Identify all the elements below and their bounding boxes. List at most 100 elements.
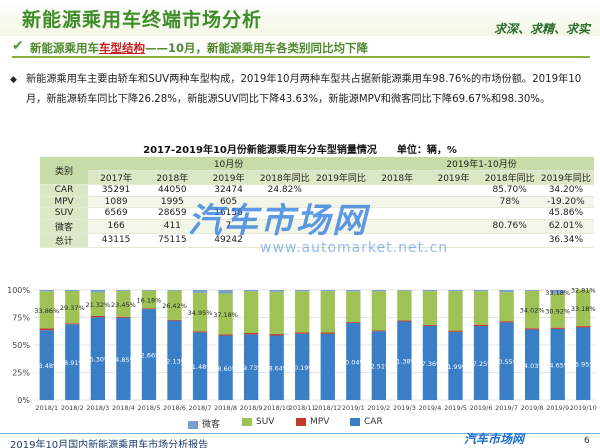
data-label: 30.92%	[545, 308, 570, 316]
bar-segment-MPV	[550, 327, 565, 329]
x-tick-label: 2018/6	[163, 404, 186, 412]
x-tick-label: 2018/8	[214, 404, 237, 412]
data-label: 64.03%	[520, 362, 545, 370]
data-label: 33.18%	[571, 305, 596, 313]
table-row: 总计 43115 75115 49242 36.34%	[40, 233, 594, 248]
table-cell: 44050	[144, 184, 201, 197]
watermark-url: www.automarket.net.cn	[260, 240, 449, 256]
bar-segment-SUV	[243, 291, 259, 333]
data-label: 16.18%	[137, 297, 162, 305]
bar-segment-MPV	[218, 334, 233, 336]
bar-segment-CAR	[576, 327, 591, 400]
data-label: 21.32%	[85, 301, 110, 309]
slogan: 求深、求精、求实	[493, 22, 590, 36]
table-cell	[481, 233, 538, 248]
bar-segment-微客	[167, 290, 182, 291]
column-header: 2017年	[88, 170, 145, 185]
table-cell: 43115	[88, 233, 145, 248]
legend-label: MPV	[310, 417, 330, 427]
column-header: 2019年同比	[312, 170, 370, 185]
table-cell	[481, 207, 538, 220]
data-label: 34.95%	[188, 309, 213, 317]
bar-segment-微客	[397, 290, 412, 291]
table-cell: 16156	[200, 207, 257, 220]
data-label: 58.60%	[213, 365, 238, 373]
data-label: 64.65%	[545, 361, 570, 369]
table-cell: 85.70%	[481, 184, 538, 197]
bar-segment-微客	[499, 290, 514, 293]
x-tick-label: 2018/9	[240, 404, 263, 412]
table-cell	[425, 184, 482, 197]
bar-segment-SUV	[90, 292, 106, 316]
bar-segment-微客	[448, 290, 463, 292]
bar-segment-CAR	[499, 322, 514, 400]
bar-segment-微客	[550, 290, 565, 294]
x-tick-label: 2019/6	[470, 404, 493, 412]
table-cell: 62.01%	[537, 219, 594, 234]
bar-segment-MPV	[448, 330, 463, 332]
bar-segment-MPV	[39, 328, 54, 331]
table-cell: 45.86%	[537, 207, 594, 220]
bar-segment-SUV	[448, 291, 463, 331]
table-cell	[256, 207, 313, 220]
bar-segment-SUV	[192, 292, 208, 332]
x-tick-label: 2019/4	[419, 404, 442, 412]
data-label: 65.95%	[571, 361, 596, 369]
table-cell	[312, 207, 370, 220]
y-tick-label: 50%	[12, 341, 30, 350]
bar-segment-MPV	[141, 308, 157, 310]
bar-segment-SUV	[473, 291, 489, 325]
x-tick-label: 2018/10	[263, 404, 290, 412]
legend-item: CAR	[350, 417, 383, 427]
table-cell: 49242	[200, 233, 257, 248]
bar-segment-CAR	[550, 328, 565, 400]
legend-label: SUV	[256, 417, 275, 427]
bar-segment-微客	[422, 290, 438, 292]
row-label: CAR	[40, 184, 88, 197]
table-cell	[369, 233, 426, 248]
bar-segment-SUV	[39, 291, 54, 329]
data-label: 60.19%	[290, 364, 315, 372]
data-label: 59.73%	[239, 364, 264, 372]
legend-swatch	[350, 417, 360, 426]
data-label: 82.66%	[137, 352, 162, 360]
check-icon: ✔	[12, 38, 24, 54]
footer-logo: 汽车市场网	[464, 432, 525, 446]
page-number: 6	[584, 436, 590, 446]
legend-label: CAR	[364, 417, 383, 427]
subtitle-bar: ✔ 新能源乘用车车型结构——10月，新能源乘用车各类别同比均下降	[12, 38, 590, 58]
category-header: 类别	[40, 157, 88, 185]
bar-segment-MPV	[65, 323, 80, 325]
table-cell: 1995	[144, 196, 201, 209]
bar-segment-CAR	[448, 331, 463, 400]
bar-segment-微客	[243, 290, 259, 292]
table-row: SUV 6569 28659 16156 45.86%	[40, 207, 594, 220]
sales-table: 类别 10月份 2019年1-10月份 2017年 2018年 2019年 2018年…	[40, 157, 594, 248]
x-tick-label: 2018/12	[314, 404, 341, 412]
table-cell: 24.82%	[256, 184, 313, 197]
bar-segment-CAR	[295, 333, 310, 400]
x-tick-label: 2019/3	[393, 404, 416, 412]
table-cell	[369, 196, 426, 209]
table-cell: 605	[200, 196, 257, 209]
bar-segment-MPV	[397, 320, 412, 322]
bar-segment-SUV	[116, 290, 131, 317]
bar-segment-CAR	[422, 325, 438, 400]
column-header: 2019年	[425, 170, 482, 185]
data-label: 71.38%	[392, 358, 417, 366]
data-label: 61.99%	[443, 363, 468, 371]
chart-legend: 微客 SUV MPV CAR	[0, 417, 600, 431]
bar-segment-CAR	[524, 329, 540, 400]
data-label: 26.42%	[162, 302, 187, 310]
bar-segment-CAR	[65, 324, 80, 400]
data-label: 23.45%	[111, 301, 136, 309]
y-tick-label: 75%	[12, 314, 30, 323]
row-label: 总计	[40, 233, 88, 248]
bar-segment-MPV	[524, 328, 540, 330]
data-label: 33.18%	[545, 289, 570, 297]
table-cell	[425, 219, 482, 234]
data-label: 72.13%	[162, 357, 187, 365]
bar-segment-SUV	[141, 290, 157, 309]
row-label: MPV	[40, 196, 88, 209]
header-band	[0, 0, 600, 36]
